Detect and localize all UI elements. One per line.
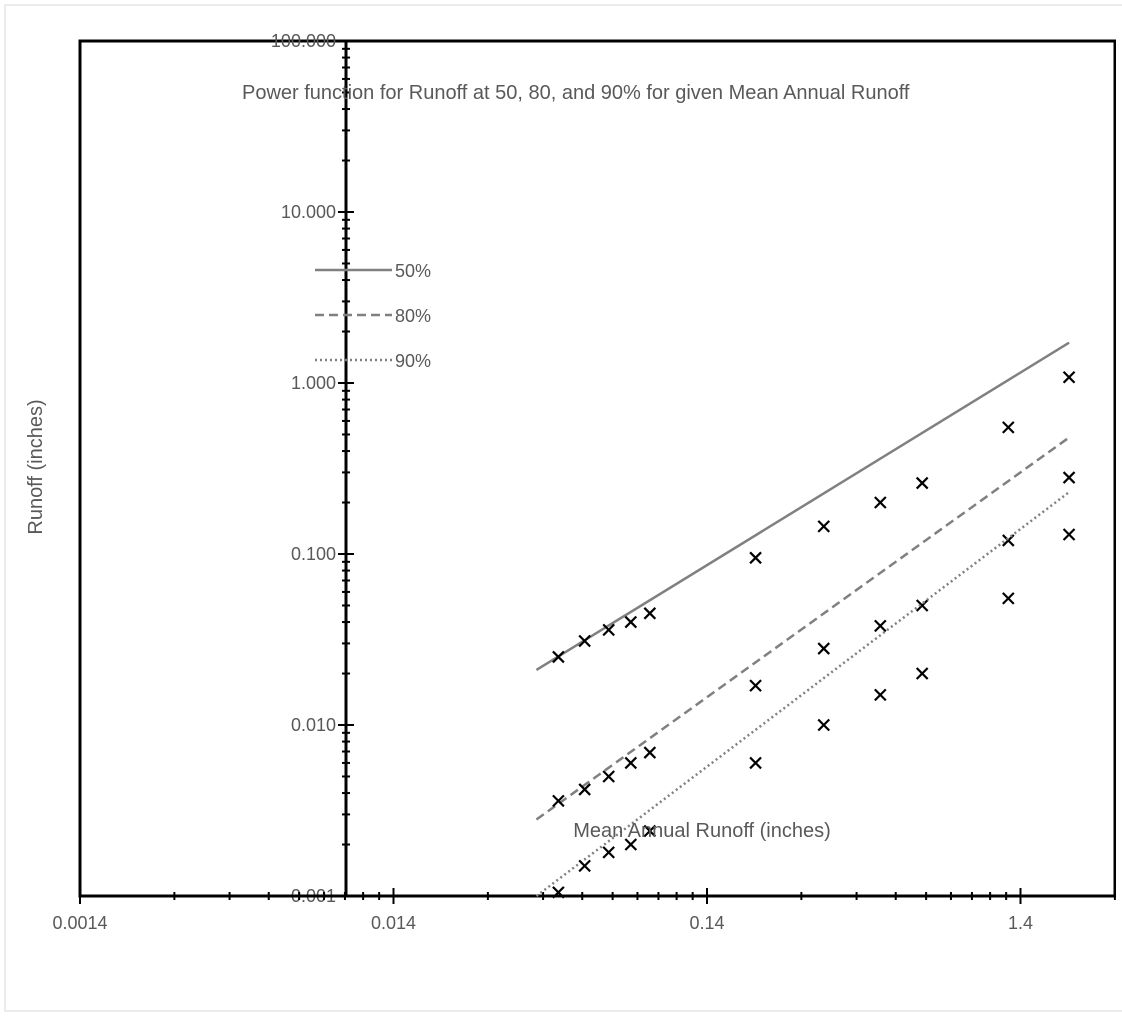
- legend: 50% 80% 90%: [315, 261, 431, 371]
- series-layer: [535, 341, 1076, 899]
- x-axis-label: Mean Annual Runoff (inches): [573, 820, 831, 842]
- x-tick-label: 0.0014: [52, 913, 107, 933]
- data-point-marker: [817, 718, 831, 732]
- data-point-marker: [817, 642, 831, 655]
- data-point-marker: [1062, 471, 1076, 484]
- data-point-marker: [915, 599, 929, 612]
- x-axis: 0.0014 0.014 0.14 1.4: [52, 888, 1116, 933]
- data-point-marker: [874, 496, 887, 509]
- data-point-marker: [1002, 592, 1015, 605]
- series-fit-line: [535, 341, 1070, 671]
- data-point-marker: [624, 838, 638, 851]
- x-tick-label: 0.014: [371, 913, 416, 933]
- data-point-marker: [817, 520, 831, 533]
- data-point-marker: [578, 783, 591, 796]
- data-point-marker: [874, 619, 887, 633]
- chart-area-border: [4, 4, 1122, 1012]
- data-point-marker: [1062, 528, 1076, 541]
- legend-label: 90%: [395, 351, 431, 371]
- y-axis-label: Runoff (inches): [25, 399, 47, 534]
- y-tick-label: 100.000: [271, 31, 336, 51]
- legend-label: 50%: [395, 261, 431, 281]
- data-point-marker: [749, 679, 762, 692]
- right-clip-mask: [1116, 20, 1122, 920]
- data-point-marker: [578, 859, 591, 873]
- y-tick-label: 0.010: [291, 715, 336, 735]
- data-point-marker: [1002, 421, 1015, 434]
- data-point-marker: [643, 824, 657, 838]
- y-tick-label: 0.100: [291, 544, 336, 564]
- series-fit-line: [535, 436, 1070, 821]
- data-point-marker: [624, 615, 638, 629]
- data-point-marker: [602, 770, 615, 783]
- data-point-marker: [915, 476, 929, 490]
- data-point-marker: [602, 846, 615, 859]
- data-point-marker: [749, 756, 762, 770]
- data-point-marker: [552, 886, 565, 899]
- data-point-marker: [1062, 371, 1076, 384]
- data-point-marker: [749, 551, 762, 565]
- y-tick-label: 1.000: [291, 373, 336, 393]
- legend-label: 80%: [395, 306, 431, 326]
- data-point-marker: [915, 667, 929, 680]
- data-point-marker: [643, 746, 657, 759]
- data-point-marker: [643, 607, 657, 620]
- data-point-marker: [552, 794, 565, 808]
- data-point-marker: [552, 650, 565, 664]
- x-tick-label: 1.4: [1008, 913, 1033, 933]
- data-point-marker: [578, 634, 591, 648]
- chart-title: Power function for Runoff at 50, 80, and…: [242, 82, 910, 104]
- y-tick-label: 10.000: [281, 202, 336, 222]
- data-point-marker: [624, 756, 638, 770]
- data-point-marker: [874, 688, 887, 702]
- data-point-marker: [602, 623, 615, 637]
- series-fit-line: [535, 491, 1070, 897]
- x-tick-label: 0.14: [689, 913, 724, 933]
